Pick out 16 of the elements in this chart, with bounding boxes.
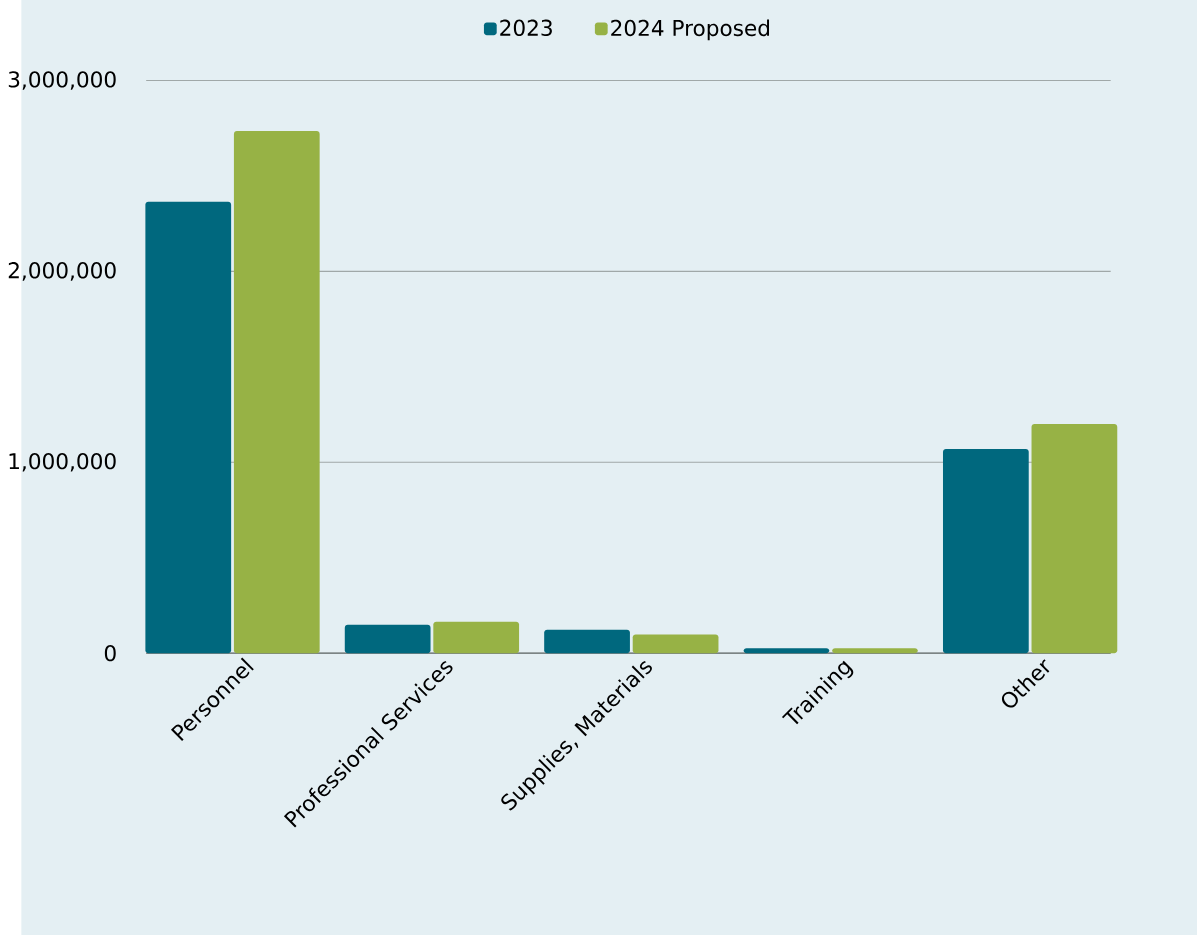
bar <box>743 648 830 654</box>
y-tick-label: 2,000,000 <box>8 262 116 281</box>
bar <box>145 201 232 654</box>
legend-label: 2023 <box>500 19 552 36</box>
bar <box>544 629 630 654</box>
bar <box>233 131 320 654</box>
bar <box>942 448 1029 654</box>
y-tick-label: 0 <box>104 644 116 662</box>
bar <box>832 648 918 654</box>
y-tick-label: 3,000,000 <box>8 71 116 90</box>
bar <box>344 624 431 654</box>
bar <box>632 634 719 654</box>
bar <box>433 621 520 654</box>
bar <box>1031 424 1118 654</box>
y-tick-label: 1,000,000 <box>9 452 116 472</box>
legend-label: 2024 Proposed <box>611 19 769 41</box>
